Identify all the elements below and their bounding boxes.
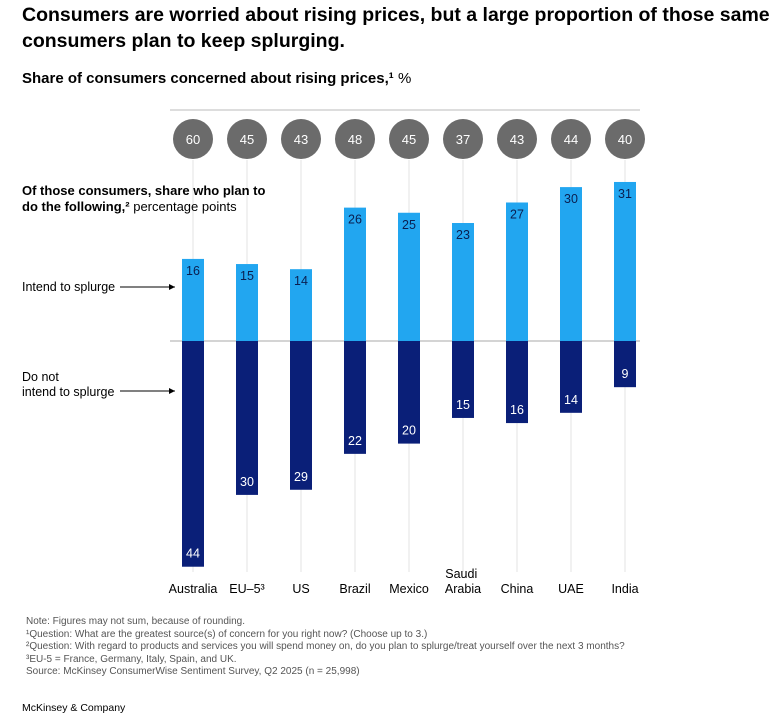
subtitle: Share of consumers concerned about risin… — [22, 70, 411, 87]
bar — [614, 181, 636, 341]
concern-circle — [497, 119, 537, 159]
concern-label: 43 — [510, 132, 524, 147]
panel-label: Of those consumers, share who plan to do… — [22, 183, 284, 215]
panel-label-rest: percentage points — [133, 199, 237, 214]
note: ³EU-5 = France, Germany, Italy, Spain, a… — [26, 653, 237, 665]
note: ¹Question: What are the greatest source(… — [26, 628, 428, 640]
arrow-head — [169, 284, 175, 290]
concern-label: 43 — [294, 132, 308, 147]
bar — [290, 269, 312, 341]
label-line: Arabia — [445, 582, 481, 596]
concern-label: 48 — [348, 132, 362, 147]
x-tick-label: Australia — [169, 582, 218, 596]
legend-line: intend to splurge — [22, 385, 114, 399]
x-tick-label: Brazil — [339, 582, 370, 596]
panel-label-bold: Of those consumers, share who plan to do… — [22, 183, 266, 214]
subtitle-text: Share of consumers concerned about risin… — [22, 70, 394, 87]
bar — [614, 341, 636, 388]
bar — [344, 207, 366, 341]
bar — [560, 341, 582, 413]
x-tick-label: UAE — [558, 582, 584, 596]
x-tick-label: EU–5³ — [229, 582, 264, 596]
value-label: 25 — [402, 218, 416, 232]
value-label: 31 — [618, 187, 632, 201]
legend-line: Do not — [22, 370, 62, 384]
subtitle-unit: % — [397, 70, 412, 87]
bar — [290, 341, 312, 490]
notes: Note: Figures may not sum, because of ro… — [26, 616, 625, 679]
value-label: 30 — [240, 475, 254, 489]
concern-circle — [227, 119, 267, 159]
value-label: 26 — [348, 213, 362, 227]
concern-circle — [443, 119, 483, 159]
label-line: US — [292, 582, 309, 596]
footer: McKinsey & Company — [22, 702, 126, 714]
value-label: 15 — [240, 269, 254, 283]
bar — [398, 341, 420, 444]
label-line: Brazil — [339, 582, 370, 596]
bar — [560, 187, 582, 341]
label-line: China — [501, 582, 534, 596]
value-label: 44 — [186, 547, 200, 561]
value-label: 27 — [510, 207, 524, 221]
value-label: 23 — [456, 228, 470, 242]
value-label: 16 — [186, 264, 200, 278]
concern-label: 45 — [402, 132, 416, 147]
legend-label: Do not intend to splurge — [22, 370, 114, 399]
bar — [236, 341, 258, 495]
x-tick-label: Saudi Arabia — [445, 567, 481, 596]
concern-circle — [281, 119, 321, 159]
concern-circle — [173, 119, 213, 159]
title: Consumers are worried about rising price… — [22, 4, 770, 52]
value-label: 16 — [510, 403, 524, 417]
concern-circle — [335, 119, 375, 159]
value-label: 9 — [622, 367, 629, 381]
x-tick-label: US — [292, 582, 309, 596]
concern-label: 60 — [186, 132, 200, 147]
value-label: 22 — [348, 434, 362, 448]
concern-label: 44 — [564, 132, 578, 147]
note: ²Question: With regard to products and s… — [26, 641, 625, 652]
concern-circle — [389, 119, 429, 159]
bar — [506, 202, 528, 341]
bar — [452, 223, 474, 341]
note: Note: Figures may not sum, because of ro… — [26, 616, 246, 627]
x-tick-label: China — [501, 582, 534, 596]
label-line: Australia — [169, 582, 218, 596]
value-label: 20 — [402, 424, 416, 438]
label-line: EU–5³ — [229, 582, 264, 596]
bar — [236, 264, 258, 341]
concern-label: 37 — [456, 132, 470, 147]
label-line: Mexico — [389, 582, 429, 596]
label-line: Saudi — [445, 567, 480, 581]
arrow-head — [169, 388, 175, 394]
concern-circle — [605, 119, 645, 159]
concern-label: 45 — [240, 132, 254, 147]
x-tick-label: India — [611, 582, 638, 596]
bar — [182, 341, 204, 567]
bar — [344, 341, 366, 454]
bar — [398, 212, 420, 341]
value-label: 29 — [294, 470, 308, 484]
bar — [506, 341, 528, 424]
value-label: 30 — [564, 192, 578, 206]
value-label: 14 — [294, 274, 308, 288]
bar — [182, 258, 204, 341]
label-line: UAE — [558, 582, 584, 596]
x-tick-label: Mexico — [389, 582, 429, 596]
concern-label: 40 — [618, 132, 632, 147]
note: Source: McKinsey ConsumerWise Sentiment … — [26, 666, 360, 677]
legend-label: Intend to splurge — [22, 280, 115, 294]
value-label: 14 — [564, 393, 578, 407]
value-label: 15 — [456, 398, 470, 412]
bar — [452, 341, 474, 418]
concern-circle — [551, 119, 591, 159]
label-line: India — [611, 582, 638, 596]
